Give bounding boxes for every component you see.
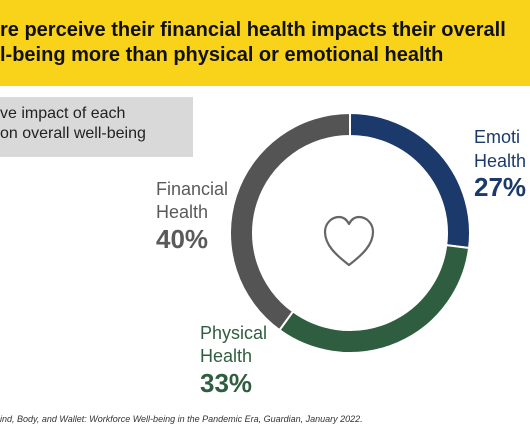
emotional-percent: 27% xyxy=(474,172,527,202)
source-footnote: ind, Body, and Wallet: Workforce Well-be… xyxy=(0,414,363,424)
financial-label-line-2: Health xyxy=(156,202,209,222)
emotional-label-line-2: Health xyxy=(474,151,527,171)
financial-label-line-1: Financial xyxy=(156,179,229,199)
emotional-label-line-1: Emoti xyxy=(474,127,521,147)
subtitle-box: ve impact of each on overall well-being xyxy=(0,97,193,157)
physical-health-segment xyxy=(278,244,471,354)
emotional-health-segment xyxy=(349,111,471,250)
physical-label-line-2: Health xyxy=(200,346,253,366)
heart-outline-icon xyxy=(323,215,375,267)
physical-label-line-1: Physical xyxy=(200,323,268,343)
title-banner: re perceive their financial health impac… xyxy=(0,0,530,86)
title-line-2: l-being more than physical or emotional … xyxy=(0,44,444,66)
physical-percent: 33% xyxy=(200,368,253,398)
title-line-1: re perceive their financial health impac… xyxy=(0,19,506,41)
subtitle-line-2: on overall well-being xyxy=(0,125,146,142)
financial-health-segment xyxy=(229,111,351,332)
financial-percent: 40% xyxy=(156,224,209,254)
subtitle-line-1: ve impact of each xyxy=(0,105,126,122)
donut-segments xyxy=(229,111,471,354)
